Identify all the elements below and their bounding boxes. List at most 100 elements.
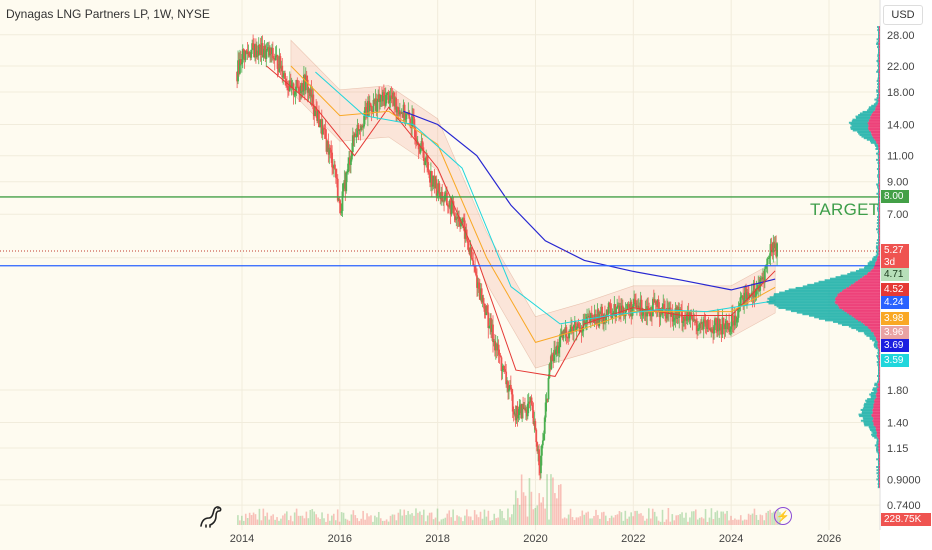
volume-bar: [246, 518, 249, 525]
volume-bar: [620, 512, 623, 525]
candle-body: [419, 146, 422, 153]
volume-profile-bar: [851, 327, 869, 330]
candle-body: [256, 50, 259, 56]
volume-profile-bar: [878, 245, 880, 248]
volume-profile-bar: [862, 407, 874, 410]
volume-profile-bar: [878, 89, 880, 92]
volume-profile-bar: [878, 87, 880, 90]
candle-body: [381, 94, 383, 102]
candle-body: [242, 49, 245, 51]
volume-profile-bar: [877, 357, 880, 360]
volume-bar: [603, 511, 605, 525]
volume-bar: [456, 515, 458, 525]
candle-body: [681, 310, 683, 323]
candle-body: [391, 97, 394, 99]
volume-bar: [280, 518, 282, 525]
candle-body: [708, 327, 711, 329]
candle-body: [269, 48, 271, 56]
volume-bar: [624, 510, 627, 525]
volume-profile-bar: [876, 439, 879, 442]
candle-body: [448, 200, 451, 208]
volume-profile-bar: [878, 248, 880, 251]
candle-body: [243, 50, 246, 61]
volume-profile-bar: [878, 449, 880, 452]
candle-body: [765, 264, 768, 266]
volume-profile-bar: [875, 251, 879, 254]
candle-body: [294, 91, 297, 95]
volume-profile-bar: [872, 435, 877, 438]
volume-profile-bar: [868, 107, 876, 110]
volume-profile-bar: [879, 197, 880, 200]
candle-body: [622, 315, 625, 317]
candle-body: [716, 318, 719, 332]
volume-bar: [706, 521, 709, 525]
volume-profile-bar: [879, 481, 880, 484]
volume-bar: [487, 510, 490, 525]
volume-bar: [765, 512, 768, 525]
volume-profile-bar: [767, 297, 835, 300]
volume-bar: [636, 510, 638, 525]
volume-profile-bar: [878, 214, 880, 217]
flash-icon[interactable]: ⚡: [774, 507, 792, 525]
volume-profile-bar: [878, 183, 880, 186]
candle-body: [513, 413, 516, 415]
volume-bar: [295, 508, 298, 525]
candle-body: [251, 43, 254, 50]
volume-profile-bar: [852, 129, 870, 132]
volume-profile-bar: [864, 266, 874, 269]
volume-bar: [587, 511, 589, 525]
candle-body: [672, 320, 675, 322]
candle-body: [655, 304, 658, 307]
volume-bar: [481, 518, 484, 525]
candle-body: [334, 164, 336, 169]
volume-bar: [244, 513, 247, 525]
volume-profile-bar: [879, 32, 880, 35]
volume-bar: [683, 517, 685, 525]
volume-bar: [732, 519, 734, 525]
volume-profile-bar: [875, 260, 880, 263]
volume-bar: [610, 515, 613, 525]
candle-body: [657, 299, 660, 312]
candle-body: [337, 198, 340, 201]
volume-profile-bar: [876, 433, 880, 436]
candle-body: [715, 322, 718, 332]
candle-body: [563, 329, 566, 335]
volume-profile-bar: [879, 191, 880, 194]
volume-profile-bar: [868, 126, 880, 129]
candle-body: [369, 103, 372, 107]
volume-profile-bar: [872, 259, 877, 262]
volume-profile-bar: [878, 206, 880, 209]
currency-button[interactable]: USD: [883, 5, 923, 25]
volume-profile-bar: [879, 226, 880, 229]
volume-profile-bar: [878, 479, 880, 482]
volume-profile-bar: [878, 168, 880, 171]
volume-bar: [720, 511, 723, 525]
candle-body: [490, 318, 492, 332]
volume-bar: [512, 504, 515, 525]
candle-body: [730, 326, 732, 330]
volume-profile-bar: [878, 59, 880, 62]
volume-profile-bar: [878, 385, 880, 388]
candle-body: [511, 394, 514, 412]
volume-profile-bar: [876, 458, 879, 461]
candle-body: [271, 47, 274, 58]
volume-profile-bar: [877, 475, 879, 478]
volume-profile-bar: [878, 356, 880, 359]
volume-bar: [262, 508, 265, 525]
volume-bar: [575, 517, 578, 525]
volume-bar: [321, 512, 323, 525]
candle-body: [676, 306, 679, 319]
volume-profile-bar: [876, 38, 879, 41]
candle-body: [677, 306, 680, 319]
candle-body: [518, 406, 521, 416]
volume-bar: [702, 518, 705, 525]
candle-body: [522, 404, 524, 410]
volume-profile-bar: [864, 333, 874, 336]
volume-bar: [436, 508, 439, 525]
volume-bar: [462, 521, 464, 525]
candle-body: [445, 192, 448, 205]
candle-body: [428, 170, 430, 174]
candle-body: [321, 127, 324, 135]
